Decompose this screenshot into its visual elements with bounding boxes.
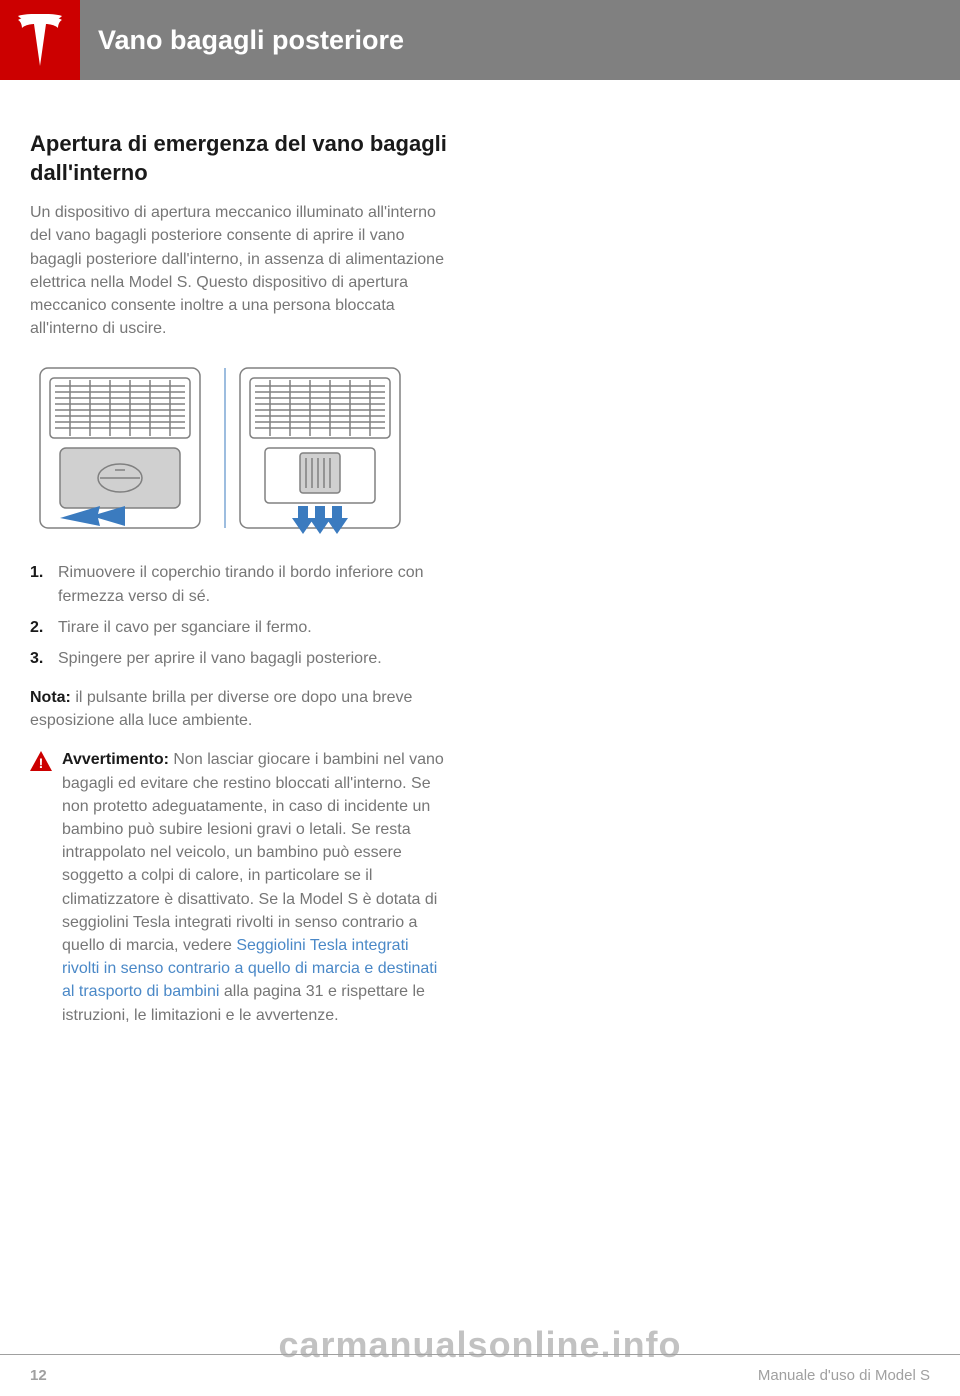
step-text: Spingere per aprire il vano bagagli post… (58, 647, 382, 670)
warning-block: ! Avvertimento: Non lasciar giocare i ba… (30, 748, 450, 1026)
step-item: 3. Spingere per aprire il vano bagagli p… (30, 647, 450, 670)
step-number: 3. (30, 647, 58, 670)
steps-list: 1. Rimuovere il coperchio tirando il bor… (30, 561, 450, 670)
warning-text-before: Non lasciar giocare i bambini nel vano b… (62, 751, 444, 954)
document-title: Manuale d'uso di Model S (758, 1367, 930, 1384)
step-text: Rimuovere il coperchio tirando il bordo … (58, 561, 450, 607)
tesla-logo-box (0, 0, 80, 80)
step-item: 1. Rimuovere il coperchio tirando il bor… (30, 561, 450, 607)
step-item: 2. Tirare il cavo per sganciare il fermo… (30, 616, 450, 639)
tesla-logo-icon (16, 14, 64, 66)
main-content: Apertura di emergenza del vano bagagli d… (0, 80, 480, 1047)
note-block: Nota: il pulsante brilla per diverse ore… (30, 686, 450, 732)
step-text: Tirare il cavo per sganciare il fermo. (58, 616, 312, 639)
warning-content: Avvertimento: Non lasciar giocare i bamb… (62, 748, 450, 1026)
trunk-release-diagram (30, 358, 450, 543)
note-label: Nota: (30, 689, 71, 706)
intro-paragraph: Un dispositivo di apertura meccanico ill… (30, 201, 450, 340)
page-title: Vano bagagli posteriore (80, 0, 404, 80)
page-footer: 12 Manuale d'uso di Model S (0, 1354, 960, 1396)
page-number: 12 (30, 1367, 47, 1384)
warning-label: Avvertimento: (62, 751, 169, 768)
step-number: 2. (30, 616, 58, 639)
page-header: Vano bagagli posteriore (0, 0, 960, 80)
step-number: 1. (30, 561, 58, 607)
svg-text:!: ! (39, 755, 44, 771)
note-text: il pulsante brilla per diverse ore dopo … (30, 689, 412, 729)
warning-icon: ! (30, 748, 62, 1026)
section-heading: Apertura di emergenza del vano bagagli d… (30, 130, 450, 187)
